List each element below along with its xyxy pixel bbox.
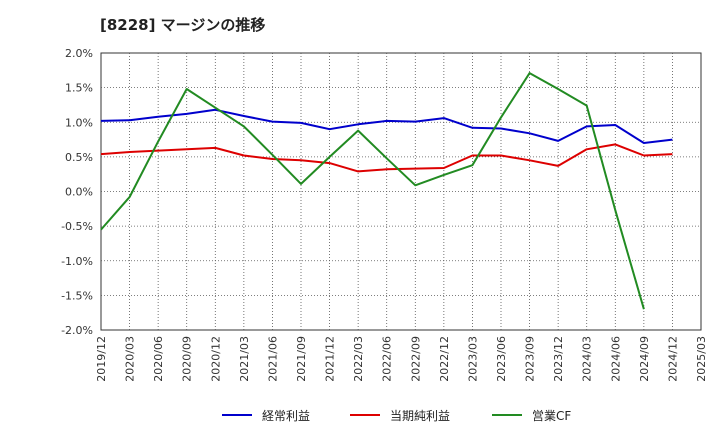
legend-label-0: 経常利益: [262, 409, 310, 423]
x-tick-label: 2021/03: [238, 336, 251, 382]
y-tick-label: 1.0%: [65, 116, 93, 129]
series-lines: [100, 72, 673, 310]
y-tick-label: -0.5%: [61, 220, 93, 233]
chart-title: [8228] マージンの推移: [100, 16, 266, 34]
x-tick-label: 2023/12: [552, 336, 565, 382]
y-tick-label: -1.5%: [61, 289, 93, 302]
x-tick-label: 2024/09: [638, 336, 651, 382]
x-tick-label: 2022/09: [409, 336, 422, 382]
legend-label-1: 当期純利益: [390, 409, 450, 423]
legend-label-2: 営業CF: [532, 409, 571, 423]
axes: 2.0% 1.5% 1.0% 0.5% 0.0% -0.5% -1.0% -1.5% -2.0%…: [61, 47, 708, 382]
series-line-0: [100, 108, 673, 144]
x-tick-label: 2022/03: [352, 336, 365, 382]
series-line-2: [100, 72, 645, 310]
y-tick-label: -2.0%: [61, 324, 93, 337]
y-tick-label: -1.0%: [61, 255, 93, 268]
x-tick-label: 2021/06: [266, 336, 279, 382]
x-tick-label: 2023/09: [524, 336, 537, 382]
x-tick-label: 2025/03: [695, 336, 708, 382]
x-tick-label: 2023/06: [495, 336, 508, 382]
x-tick-label: 2022/12: [438, 336, 451, 382]
series-line-1: [100, 143, 673, 173]
x-tick-label: 2023/03: [466, 336, 479, 382]
y-tick-label: 1.5%: [65, 82, 93, 95]
x-tick-label: 2019/12: [95, 336, 108, 382]
legend: 経常利益 当期純利益 営業CF: [222, 409, 571, 423]
x-tick-label: 2024/06: [609, 336, 622, 382]
y-tick-label: 0.0%: [65, 186, 93, 199]
x-tick-label: 2021/12: [324, 336, 337, 382]
x-tick-label: 2020/06: [152, 336, 165, 382]
x-tick-label: 2020/09: [181, 336, 194, 382]
x-tick-label: 2021/09: [295, 336, 308, 382]
x-tick-label: 2020/12: [209, 336, 222, 382]
x-tick-label: 2020/03: [124, 336, 137, 382]
x-tick-label: 2024/03: [581, 336, 594, 382]
x-tick-label: 2024/12: [666, 336, 679, 382]
y-tick-label: 0.5%: [65, 151, 93, 164]
x-tick-label: 2022/06: [381, 336, 394, 382]
y-tick-label: 2.0%: [65, 47, 93, 60]
